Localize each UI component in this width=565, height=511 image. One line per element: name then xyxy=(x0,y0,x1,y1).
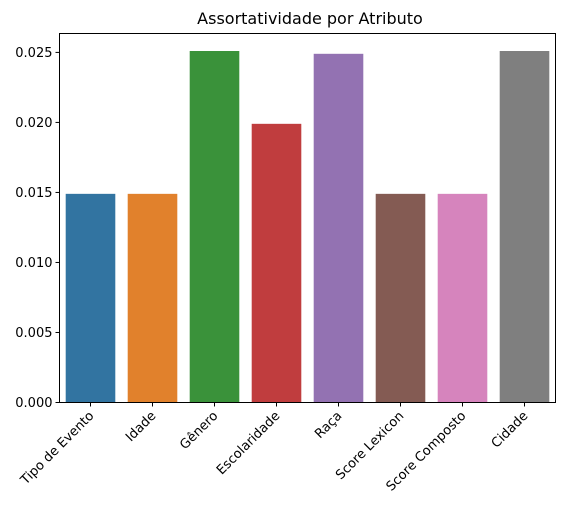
bar-3 xyxy=(251,123,302,403)
y-tick-label: 0.025 xyxy=(15,46,52,61)
y-tick-label: 0.010 xyxy=(15,256,52,271)
chart-title: Assortatividade por Atributo xyxy=(197,9,423,28)
y-tick-label: 0.020 xyxy=(15,116,52,131)
bar-5 xyxy=(375,193,426,403)
bar-4 xyxy=(313,53,364,403)
bar-1 xyxy=(127,193,178,403)
plot-frame xyxy=(59,33,556,403)
y-tick-label: 0.005 xyxy=(15,326,52,341)
bar-2 xyxy=(189,51,240,403)
bar-6 xyxy=(437,193,488,403)
x-tick-label: Escolaridade xyxy=(214,409,283,478)
x-tick-label: Cidade xyxy=(489,409,532,452)
bar-7 xyxy=(499,51,550,403)
y-tick-label: 0.015 xyxy=(15,186,52,201)
x-tick-label: Gênero xyxy=(177,409,221,453)
bars-group xyxy=(65,51,550,403)
y-axis: 0.000 0.005 0.010 0.015 0.020 0.025 xyxy=(15,46,60,411)
x-tick-label: Idade xyxy=(123,409,159,445)
x-tick-label: Raça xyxy=(312,409,345,442)
y-tick-label: 0.000 xyxy=(15,396,52,411)
x-tick-label: Tipo de Evento xyxy=(17,409,97,489)
bar-0 xyxy=(65,193,116,403)
